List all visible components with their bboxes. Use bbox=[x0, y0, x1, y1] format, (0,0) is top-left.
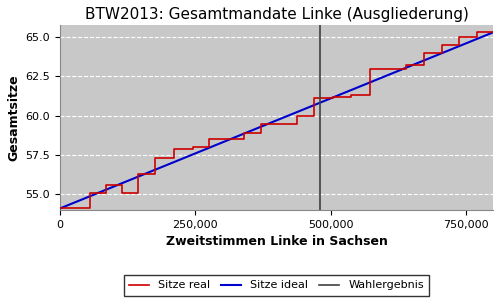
Sitze real bbox=[490, 31, 496, 34]
Sitze real bbox=[152, 172, 158, 175]
Sitze real bbox=[366, 67, 372, 70]
Sitze ideal bbox=[262, 123, 268, 127]
Sitze ideal bbox=[412, 62, 418, 66]
Sitze real bbox=[57, 207, 63, 210]
Line: Sitze real: Sitze real bbox=[60, 32, 493, 208]
Sitze real bbox=[190, 145, 196, 149]
Y-axis label: Gesamtsitze: Gesamtsitze bbox=[7, 74, 20, 160]
Title: BTW2013: Gesamtmandate Linke (Ausgliederung): BTW2013: Gesamtmandate Linke (Ausglieder… bbox=[84, 7, 468, 22]
Sitze real bbox=[474, 31, 480, 34]
Sitze ideal bbox=[480, 35, 486, 38]
Sitze ideal bbox=[266, 122, 272, 125]
Sitze ideal bbox=[314, 102, 320, 105]
X-axis label: Zweitstimmen Linke in Sachsen: Zweitstimmen Linke in Sachsen bbox=[166, 235, 388, 248]
Line: Sitze ideal: Sitze ideal bbox=[60, 32, 493, 208]
Sitze real bbox=[490, 31, 496, 34]
Sitze ideal bbox=[57, 207, 63, 210]
Legend: Sitze real, Sitze ideal, Wahlergebnis: Sitze real, Sitze ideal, Wahlergebnis bbox=[124, 275, 430, 296]
Sitze real bbox=[348, 95, 354, 99]
Sitze real bbox=[190, 147, 196, 151]
Sitze ideal bbox=[490, 31, 496, 34]
Sitze ideal bbox=[292, 111, 298, 115]
